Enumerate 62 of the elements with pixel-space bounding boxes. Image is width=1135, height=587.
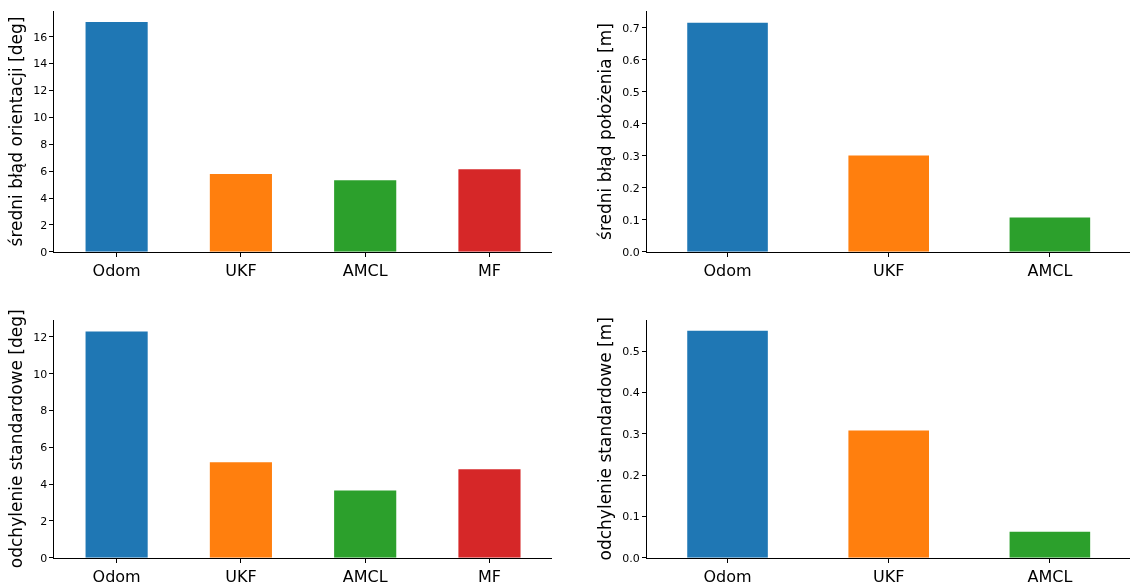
bar [848,155,929,252]
x-tick-label: UKF [225,261,257,281]
x-tick-label: UKF [225,566,257,586]
y-tick-label: 6 [40,441,48,455]
y-tick-label: 0.4 [622,386,640,400]
y-tick-label: 12 [33,84,48,98]
y-tick-label: 0.1 [622,213,640,227]
y-tick-label: 2 [40,218,48,232]
x-tick-label: AMCL [342,261,388,281]
y-axis-title: średni błąd orientacji [deg] [5,16,26,247]
bar [85,331,148,558]
y-tick-label: 0.3 [622,149,640,163]
y-tick-label: 0 [40,551,48,565]
bar [334,180,397,252]
y-tick-label: 10 [33,111,48,125]
y-tick-label: 0.6 [622,53,640,67]
bar [848,430,929,558]
y-tick-label: 2 [40,514,48,528]
y-tick-label: 6 [40,165,48,178]
y-tick-label: 0.0 [622,551,640,565]
x-tick-label: UKF [873,566,905,586]
y-tick-label: 0.0 [622,245,640,259]
y-tick-label: 4 [40,191,48,205]
bar [458,169,521,252]
x-tick-label: UKF [873,261,905,281]
y-tick-label: 0 [40,245,48,259]
bar [209,462,272,558]
y-tick-label: 0.3 [622,427,640,441]
x-tick-label: Odom [703,566,752,586]
x-tick-label: Odom [92,261,141,281]
x-tick-label: AMCL [342,566,388,586]
x-tick-label: AMCL [1027,261,1073,281]
y-tick-label: 16 [33,30,48,44]
y-axis-title: średni błąd położenia [m] [594,23,615,240]
x-tick-label: Odom [92,566,141,586]
y-tick-label: 0.2 [622,468,640,482]
bar [1009,217,1091,252]
y-tick-label: 0.4 [622,117,640,131]
y-tick-label: 0.7 [622,21,640,35]
y-tick-label: 0.5 [622,85,640,99]
y-tick-label: 0.2 [622,181,640,195]
y-axis-title: odchylenie standardowe [m] [594,317,615,561]
bar [1009,531,1091,558]
y-tick-label: 12 [33,330,48,344]
y-axis-title: odchylenie standardowe [deg] [5,309,26,569]
x-tick-label: AMCL [1027,566,1073,586]
bar [334,490,397,558]
y-tick-label: 8 [40,404,48,418]
y-tick-label: 10 [33,367,48,381]
x-tick-label: MF [477,261,501,281]
bar [687,330,768,558]
y-tick-label: 4 [40,477,48,491]
y-tick-label: 8 [40,138,48,152]
y-tick-label: 0.5 [622,345,640,359]
x-tick-label: Odom [703,261,752,281]
bar [458,469,521,558]
bar [85,21,148,252]
bar [209,174,272,252]
y-tick-label: 14 [33,57,48,71]
y-tick-label: 0.1 [622,510,640,524]
x-tick-label: MF [477,566,501,586]
bar [687,22,768,252]
